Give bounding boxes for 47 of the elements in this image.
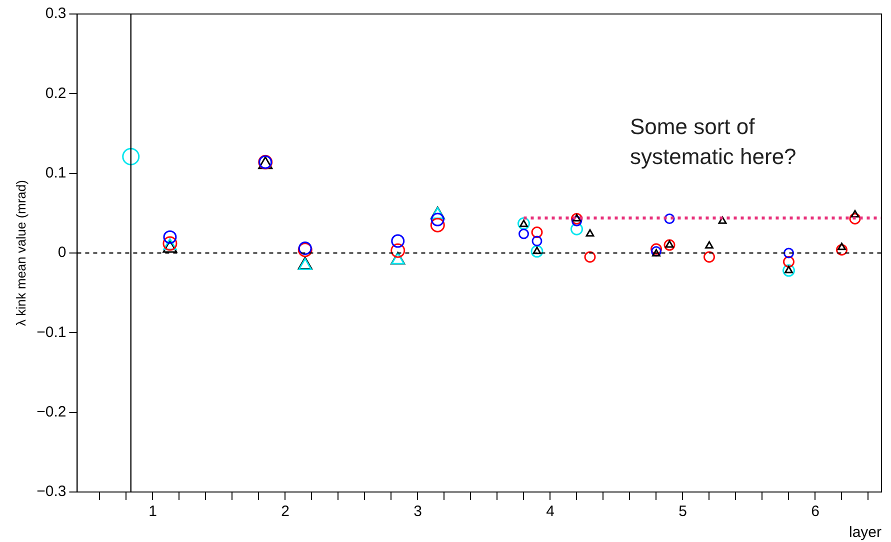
point bbox=[782, 264, 795, 277]
point bbox=[532, 236, 542, 246]
x-tick-label: 4 bbox=[546, 503, 554, 520]
point bbox=[298, 242, 312, 258]
point bbox=[665, 240, 674, 248]
y-tick-label: 0.1 bbox=[45, 164, 66, 182]
point bbox=[163, 230, 177, 244]
point bbox=[850, 210, 860, 218]
point bbox=[571, 216, 582, 226]
point bbox=[703, 251, 715, 263]
point bbox=[849, 212, 861, 224]
y-tick-label: −0.3 bbox=[36, 483, 66, 500]
point bbox=[718, 216, 727, 224]
y-tick-label: 0.2 bbox=[45, 84, 66, 102]
point bbox=[390, 243, 406, 258]
point bbox=[391, 234, 405, 248]
point bbox=[430, 218, 445, 232]
point bbox=[650, 243, 662, 255]
x-tick-label: 3 bbox=[414, 503, 422, 520]
point bbox=[705, 241, 714, 249]
point bbox=[430, 212, 444, 226]
y-tick-label: 0 bbox=[58, 244, 66, 262]
y-axis-title: λ kink mean value (mrad) bbox=[13, 180, 28, 326]
y-tick-label: −0.1 bbox=[36, 324, 66, 341]
point bbox=[784, 248, 794, 258]
x-tick-label: 2 bbox=[281, 503, 290, 520]
point bbox=[517, 217, 530, 230]
y-tick-label: −0.2 bbox=[36, 403, 66, 420]
point bbox=[530, 245, 544, 258]
annotation: Some sort of systematic here? bbox=[630, 113, 798, 171]
x-tick-label: 1 bbox=[148, 503, 157, 520]
point bbox=[584, 251, 596, 263]
y-tick-label: 0.3 bbox=[45, 5, 66, 22]
point bbox=[586, 229, 594, 237]
x-tick-label: 5 bbox=[678, 503, 687, 520]
x-tick-label: 6 bbox=[811, 503, 820, 520]
point bbox=[572, 214, 581, 222]
point bbox=[570, 212, 582, 224]
point bbox=[664, 213, 675, 224]
point bbox=[518, 228, 529, 240]
x-axis-title: layer bbox=[848, 524, 882, 542]
point bbox=[836, 244, 848, 256]
point bbox=[122, 148, 140, 166]
point bbox=[783, 256, 794, 268]
point bbox=[298, 241, 312, 255]
point bbox=[531, 226, 543, 238]
point bbox=[664, 239, 676, 251]
